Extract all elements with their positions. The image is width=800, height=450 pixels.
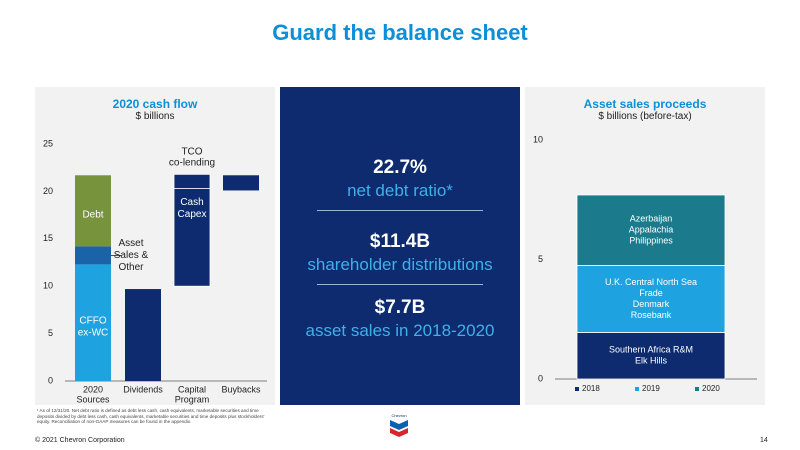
chevron-logo-text: Chevron [391,413,406,418]
y-tick-label: 0 [538,373,543,383]
page-number: 14 [760,437,768,444]
legend-swatch [575,387,579,391]
bar-segment [223,175,259,191]
x-tick-label: Program [175,394,210,404]
x-tick-label: 2020 [83,384,103,394]
y-tick-label: 15 [43,233,53,243]
segment-label: Debt [82,209,103,220]
segment-label: ex-WC [78,327,109,338]
segment-label: Azerbaijan [630,214,673,224]
y-tick-label: 20 [43,186,53,196]
segment-label: CFFO [79,315,106,326]
segment-label: Capex [178,209,207,220]
bar-segment [75,246,111,265]
segment-label: Philippines [629,236,673,246]
chevron-logo-lower-icon [390,428,408,437]
metrics-panel: 22.7% net debt ratio* $11.4B shareholder… [280,87,520,405]
footnote: ¹ As of 12/31/20. Net debt ratio is defi… [37,408,265,425]
metric-divider [317,284,483,285]
legend-swatch [695,387,699,391]
segment-label: Elk Hills [635,356,668,366]
asset-sales-subtitle: $ billions (before-tax) [598,111,692,122]
legend-label: 2018 [582,384,600,393]
cash-flow-panel: 2020 cash flow $ billions 0 5 10 15 20 25 CFFO… [35,87,275,405]
y-tick-label: 25 [43,138,53,148]
annotation-label: TCO [181,146,202,157]
bar-segment [75,264,111,381]
legend-label: 2019 [642,384,660,393]
asset-sales-label: asset sales in 2018-2020 [305,321,495,340]
y-tick-label: 5 [538,254,543,264]
legend-label: 2020 [702,384,720,393]
asset-sales-title: Asset sales proceeds [583,97,707,111]
asset-sales-panel: Asset sales proceeds $ billions (before-… [525,87,765,405]
y-tick-label: 10 [533,134,543,144]
segment-label: Cash [180,197,203,208]
legend-swatch [635,387,639,391]
segment-label: U.K. Central North Sea [605,277,697,287]
chevron-logo-upper-icon [390,420,408,430]
net-debt-ratio-label: net debt ratio* [347,181,453,200]
page-title: Guard the balance sheet [272,20,528,45]
bar-segment [576,194,726,266]
bar-segment [173,173,211,189]
segment-label: Denmark [633,299,670,309]
x-tick-label: Sources [76,394,110,404]
shareholder-distributions-label: shareholder distributions [307,255,493,274]
annotation-label: co-lending [169,157,215,168]
copyright: © 2021 Chevron Corporation [35,437,125,444]
x-tick-label: Dividends [123,384,163,394]
segment-label: Frade [639,288,663,298]
asset-sales-value: $7.7B [374,297,426,318]
segment-label: Rosebank [631,310,672,320]
x-tick-label: Buybacks [221,384,261,394]
y-tick-label: 5 [48,328,53,338]
metric-divider [317,210,483,211]
annotation-label: Asset [118,238,143,249]
y-tick-label: 0 [48,375,53,385]
bar-segment [125,289,161,381]
annotation-label: Sales & [114,250,149,261]
bar-segment [576,265,726,333]
shareholder-distributions-value: $11.4B [369,231,431,252]
annotation-label: Other [118,262,144,273]
segment-label: Appalachia [629,225,674,235]
segment-label: Southern Africa R&M [609,345,693,355]
x-tick-label: Capital [178,384,206,394]
bar-segment [576,331,726,380]
y-tick-label: 10 [43,281,53,291]
chevron-logo: Chevron [390,413,408,437]
cash-flow-subtitle: $ billions [135,111,175,122]
cash-flow-title: 2020 cash flow [112,97,198,111]
net-debt-ratio-value: 22.7% [373,157,427,178]
bar-segment [75,175,111,247]
